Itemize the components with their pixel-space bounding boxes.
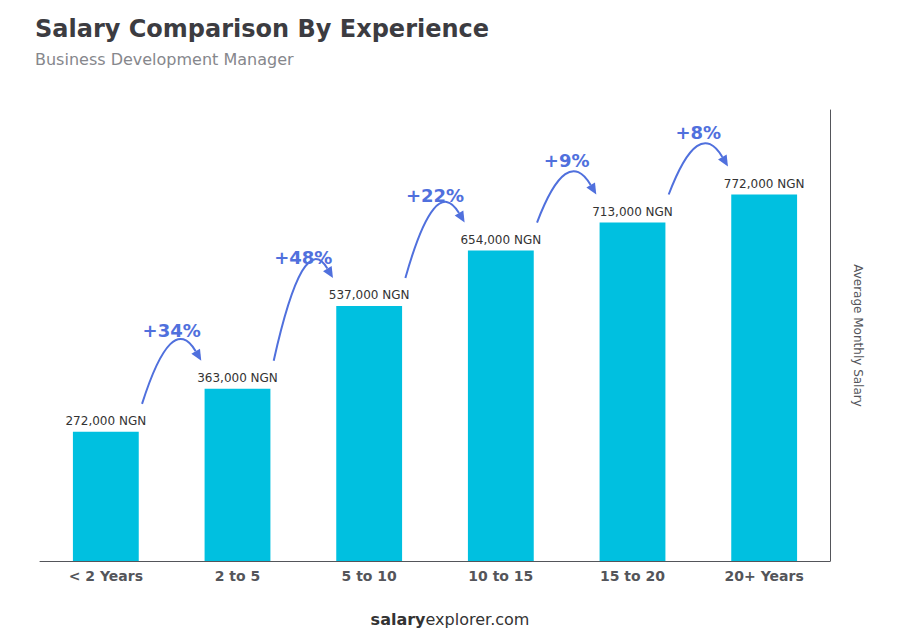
svg-text:537,000 NGN: 537,000 NGN (329, 288, 410, 302)
svg-text:2 to 5: 2 to 5 (215, 568, 261, 584)
svg-text:363,000 NGN: 363,000 NGN (197, 371, 278, 385)
svg-text:713,000 NGN: 713,000 NGN (592, 205, 673, 219)
svg-text:654,000 NGN: 654,000 NGN (460, 233, 541, 247)
svg-text:+9%: +9% (544, 150, 590, 171)
svg-text:+34%: +34% (143, 320, 201, 341)
svg-text:20+ Years: 20+ Years (725, 568, 804, 584)
svg-text:5 to 10: 5 to 10 (342, 568, 398, 584)
svg-text:Average Monthly Salary: Average Monthly Salary (851, 264, 865, 407)
svg-text:Salary Comparison By Experienc: Salary Comparison By Experience (35, 15, 489, 43)
svg-text:< 2 Years: < 2 Years (69, 568, 143, 584)
svg-text:272,000 NGN: 272,000 NGN (65, 414, 146, 428)
svg-text:772,000 NGN: 772,000 NGN (724, 177, 805, 191)
svg-text:Business Development Manager: Business Development Manager (35, 50, 294, 69)
svg-text:+8%: +8% (676, 122, 722, 143)
svg-text:+48%: +48% (274, 247, 332, 268)
svg-text:explorer.com: explorer.com (426, 610, 530, 629)
svg-text:+22%: +22% (406, 185, 464, 206)
svg-text:10 to 15: 10 to 15 (468, 568, 533, 584)
svg-text:15 to 20: 15 to 20 (600, 568, 665, 584)
svg-text:salary: salary (371, 610, 426, 629)
